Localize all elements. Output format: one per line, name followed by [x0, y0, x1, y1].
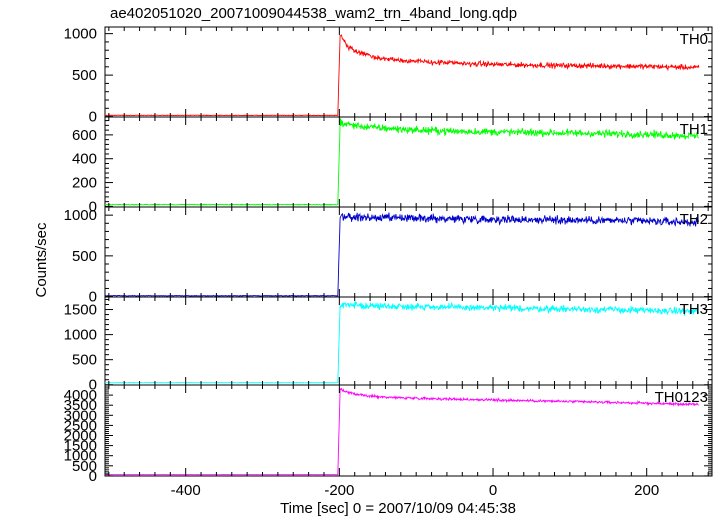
- y-tick-label: 2000: [64, 427, 97, 444]
- y-tick-label: 500: [72, 352, 97, 369]
- series-line-th0: [104, 34, 700, 117]
- y-tick-label: 600: [72, 127, 97, 144]
- y-tick-label: 0: [89, 377, 97, 394]
- y-tick-label: 1000: [64, 327, 97, 344]
- y-tick-label: 0: [89, 468, 97, 485]
- x-axis-label: Time [sec] 0 = 2007/10/09 04:45:38: [280, 500, 516, 516]
- y-axis-label: Counts/sec: [33, 222, 50, 298]
- y-tick-label: 3500: [64, 397, 97, 414]
- y-tick-label: 1000: [64, 207, 97, 224]
- y-tick-label: 1000: [64, 448, 97, 465]
- y-tick-label: 500: [72, 248, 97, 265]
- panel-th3: 0 500 1000 1500 TH3: [64, 296, 713, 394]
- x-tick-label: -400: [171, 482, 201, 499]
- series-line-th3: [104, 301, 700, 384]
- y-tick-label: 1500: [64, 302, 97, 319]
- panel-th0: 0 500 1000 TH0: [64, 26, 713, 126]
- chart-title: ae402051020_20071009044538_wam2_trn_4ban…: [110, 5, 517, 22]
- y-tick-label: 500: [72, 458, 97, 475]
- series-line-th0123: [105, 387, 699, 476]
- series-line-th2: [104, 212, 700, 297]
- panel-frame: [104, 384, 713, 477]
- y-tick-label: 2500: [64, 417, 97, 434]
- panel-label: TH3: [680, 301, 708, 318]
- y-tick-label: 4000: [64, 387, 97, 404]
- y-tick-label: 0: [89, 109, 97, 126]
- series-line-th1: [105, 118, 699, 206]
- y-tick-label: 400: [72, 151, 97, 168]
- panel-th2: 0 500 1000 TH2: [64, 206, 713, 306]
- x-tick-label: 200: [634, 482, 659, 499]
- y-tick-label: 3000: [64, 407, 97, 424]
- y-tick-label: 0: [89, 198, 97, 215]
- y-tick-label: 1500: [64, 438, 97, 455]
- panel-frame: [104, 26, 713, 118]
- panel-th1: 0 200 400 600 TH1: [72, 116, 713, 215]
- panel-label: TH2: [680, 211, 708, 228]
- x-tick-label: -200: [324, 482, 354, 499]
- y-tick-label: 1000: [64, 26, 97, 43]
- y-tick-label: 500: [72, 67, 97, 84]
- y-tick-label: 0: [89, 289, 97, 306]
- panel-label: TH0123: [655, 389, 708, 406]
- x-tick-label: 0: [489, 482, 497, 499]
- y-tick-label: 200: [72, 175, 97, 192]
- panel-label: TH0: [680, 31, 708, 48]
- panel-label: TH1: [680, 121, 708, 138]
